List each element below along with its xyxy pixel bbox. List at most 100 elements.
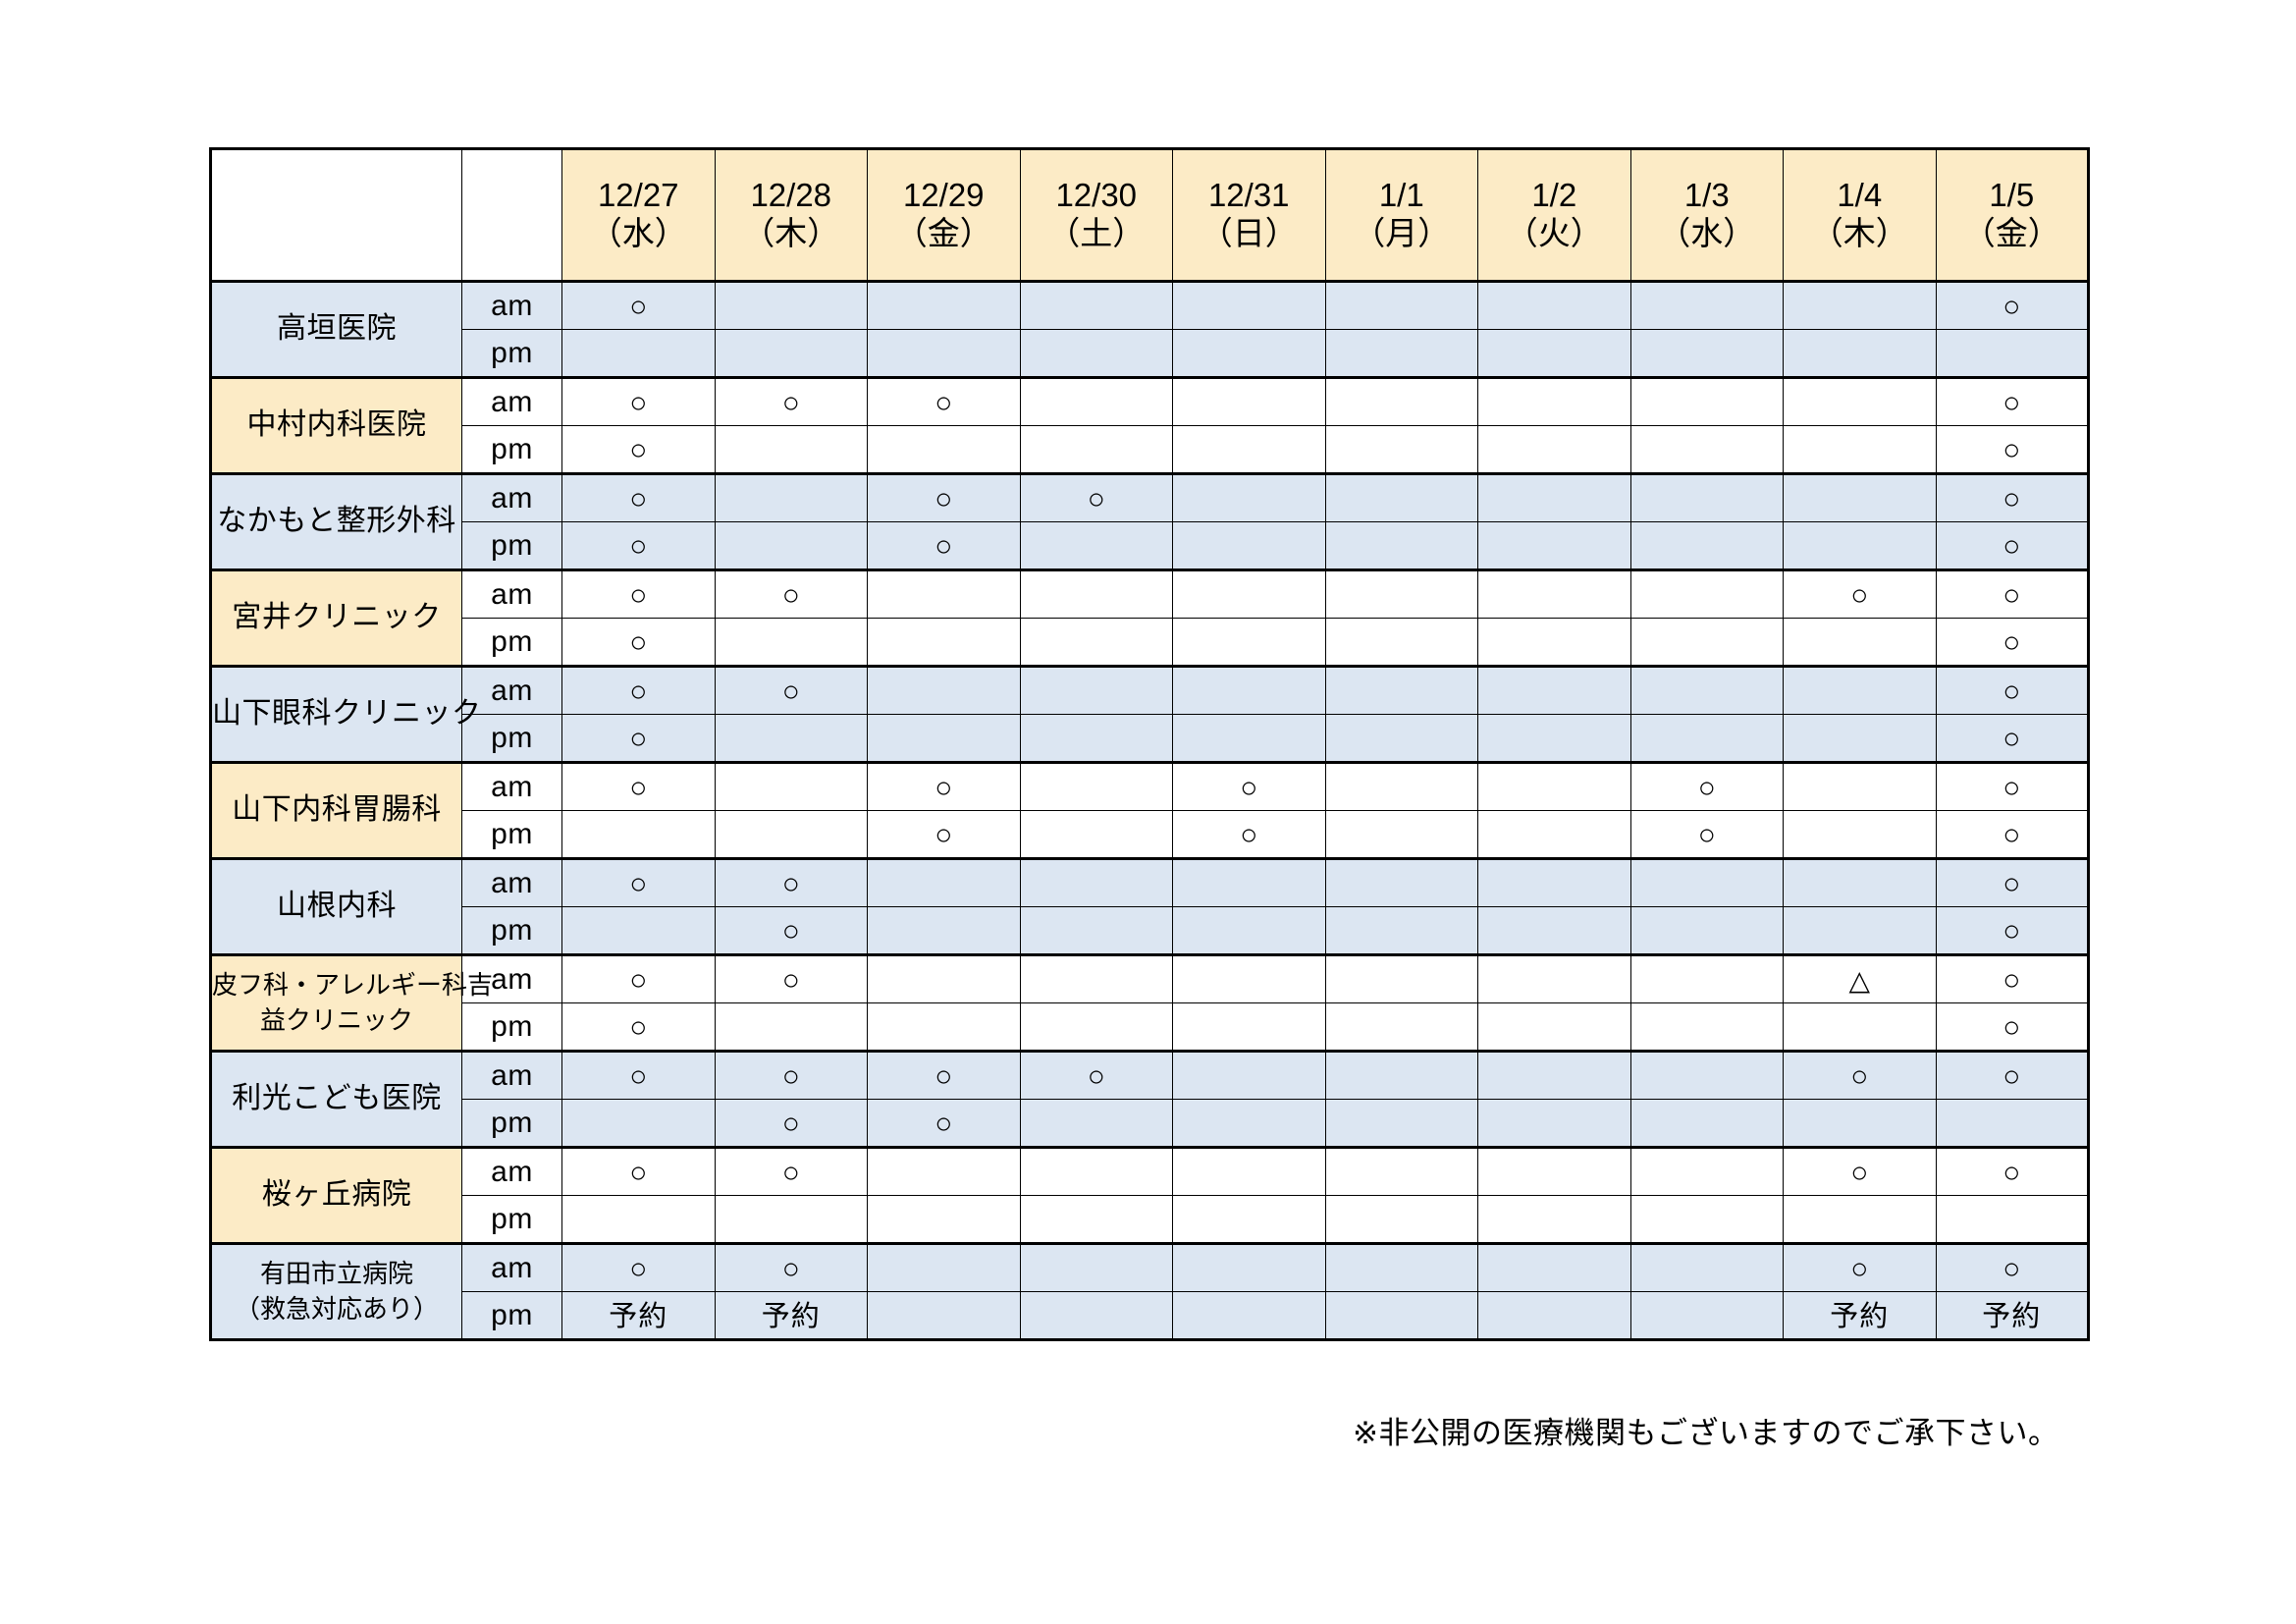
clinic-name-line: 中村内科医院 xyxy=(246,408,427,442)
open-circle-icon: ○ xyxy=(1240,771,1258,804)
availability-cell xyxy=(1019,1242,1173,1292)
availability-cell xyxy=(1172,1146,1326,1196)
availability-cell xyxy=(1783,810,1937,859)
availability-cell: ○ xyxy=(561,472,716,522)
availability-cell: ○ xyxy=(561,714,716,763)
period-label-pm: pm xyxy=(461,521,562,570)
period-label-am: am xyxy=(461,1050,562,1100)
open-circle-icon: ○ xyxy=(1240,818,1258,851)
header-day-12-27: 12/27 （水） xyxy=(561,147,716,282)
clinic-name-cell: 利光こども医院 xyxy=(210,1050,462,1148)
availability-cell: ○ xyxy=(867,472,1021,522)
availability-cell: ○ xyxy=(1783,568,1937,619)
header-day-12-31: 12/31 （日） xyxy=(1172,147,1326,282)
availability-cell: ○ xyxy=(1935,1050,2089,1100)
availability-cell xyxy=(1172,1242,1326,1292)
period-label-pm: pm xyxy=(461,618,562,667)
open-circle-icon: ○ xyxy=(2002,867,2021,900)
availability-cell xyxy=(1172,425,1326,474)
clinic-name-line: 宮井クリニック xyxy=(232,601,442,634)
header-day-dow: （木） xyxy=(1810,215,1908,251)
availability-cell xyxy=(1783,665,1937,715)
availability-cell xyxy=(1783,376,1937,426)
availability-cell: ○ xyxy=(1935,714,2089,763)
clinic-name-line: 山根内科 xyxy=(277,890,397,923)
open-circle-icon: ○ xyxy=(629,386,648,419)
open-circle-icon: ○ xyxy=(781,963,800,997)
clinic-schedule-table: 12/27 （水） 12/28 （木） 12/29 （金） 12/30 （土） 12/31 （日）… xyxy=(209,147,2090,1341)
clinic-name-cell: 有田市立病院 （救急対応あり） xyxy=(210,1242,462,1340)
header-row: 12/27 （水） 12/28 （木） 12/29 （金） 12/30 （土） 12/31 （日）… xyxy=(210,147,2089,282)
clinic-name-line: 皮フ科・アレルギー科吉 xyxy=(212,969,494,1000)
availability-cell xyxy=(1783,906,1937,955)
clinic-name-line: （救急対応あり） xyxy=(234,1293,439,1324)
table-row: pm ○ ○ xyxy=(211,618,2089,667)
availability-cell xyxy=(1172,568,1326,619)
table-row: pm xyxy=(211,329,2089,378)
open-circle-icon: ○ xyxy=(2002,771,2021,804)
availability-cell xyxy=(1172,280,1326,330)
table-row: 有田市立病院 （救急対応あり） am ○ ○ ○ ○ xyxy=(210,1242,2089,1340)
availability-cell: ○ xyxy=(1935,425,2089,474)
availability-cell xyxy=(714,1195,868,1244)
header-day-12-30: 12/30 （土） xyxy=(1019,147,1173,282)
availability-cell xyxy=(1629,906,1784,955)
availability-cell: △ xyxy=(1783,953,1937,1003)
table-row: 宮井クリニック am ○ ○ ○ ○ xyxy=(210,568,2089,667)
open-circle-icon: ○ xyxy=(781,675,800,708)
open-circle-icon: ○ xyxy=(2002,578,2021,612)
period-label-am: am xyxy=(461,376,562,426)
header-day-date: 1/4 xyxy=(1837,177,1883,214)
availability-cell xyxy=(1324,810,1478,859)
availability-cell xyxy=(1324,472,1478,522)
availability-cell: ○ xyxy=(1935,618,2089,667)
table-row: pm ○ ○ xyxy=(211,906,2089,955)
availability-cell xyxy=(714,761,868,811)
availability-cell xyxy=(1477,472,1631,522)
availability-cell xyxy=(1019,810,1173,859)
availability-cell: ○ xyxy=(561,953,716,1003)
availability-cell xyxy=(1935,329,2089,378)
open-circle-icon: ○ xyxy=(934,1107,953,1140)
availability-cell xyxy=(1324,329,1478,378)
availability-cell: ○ xyxy=(1935,1002,2089,1052)
availability-cell: ○ xyxy=(714,857,868,907)
table-row: 山下内科胃腸科 am ○ ○ ○ ○ ○ xyxy=(210,761,2089,859)
availability-cell xyxy=(1477,857,1631,907)
header-day-date: 1/1 xyxy=(1378,177,1424,214)
header-day-12-28: 12/28 （木） xyxy=(714,147,868,282)
availability-cell xyxy=(1629,329,1784,378)
availability-cell xyxy=(714,521,868,570)
availability-cell: ○ xyxy=(1783,1050,1937,1100)
availability-cell: ○ xyxy=(867,1099,1021,1148)
period-label-pm: pm xyxy=(461,906,562,955)
availability-cell xyxy=(1019,1291,1173,1341)
availability-cell: ○ xyxy=(1935,953,2089,1003)
availability-cell xyxy=(1477,280,1631,330)
header-day-1-4: 1/4 （木） xyxy=(1783,147,1937,282)
availability-cell xyxy=(1172,329,1326,378)
header-day-dow: （木） xyxy=(742,215,840,251)
open-circle-icon: ○ xyxy=(2002,290,2021,323)
availability-cell xyxy=(714,714,868,763)
open-circle-icon: ○ xyxy=(1087,1059,1105,1093)
availability-cell: ○ xyxy=(561,857,716,907)
availability-cell xyxy=(714,1002,868,1052)
availability-cell: ○ xyxy=(867,521,1021,570)
availability-cell xyxy=(1629,953,1784,1003)
availability-cell: 予約 xyxy=(714,1291,868,1341)
open-circle-icon: ○ xyxy=(2002,722,2021,755)
availability-cell xyxy=(714,810,868,859)
table-row: pm ○ ○ xyxy=(211,1099,2089,1148)
availability-cell: ○ xyxy=(561,1050,716,1100)
period-label-am: am xyxy=(461,857,562,907)
availability-cell xyxy=(1172,665,1326,715)
availability-cell: ○ xyxy=(561,1146,716,1196)
availability-cell xyxy=(1324,1291,1478,1341)
header-day-date: 12/28 xyxy=(750,177,832,214)
period-label-pm: pm xyxy=(461,714,562,763)
availability-cell xyxy=(1477,1195,1631,1244)
availability-cell xyxy=(1477,906,1631,955)
availability-cell xyxy=(1324,425,1478,474)
table-row: pm xyxy=(211,1195,2089,1244)
